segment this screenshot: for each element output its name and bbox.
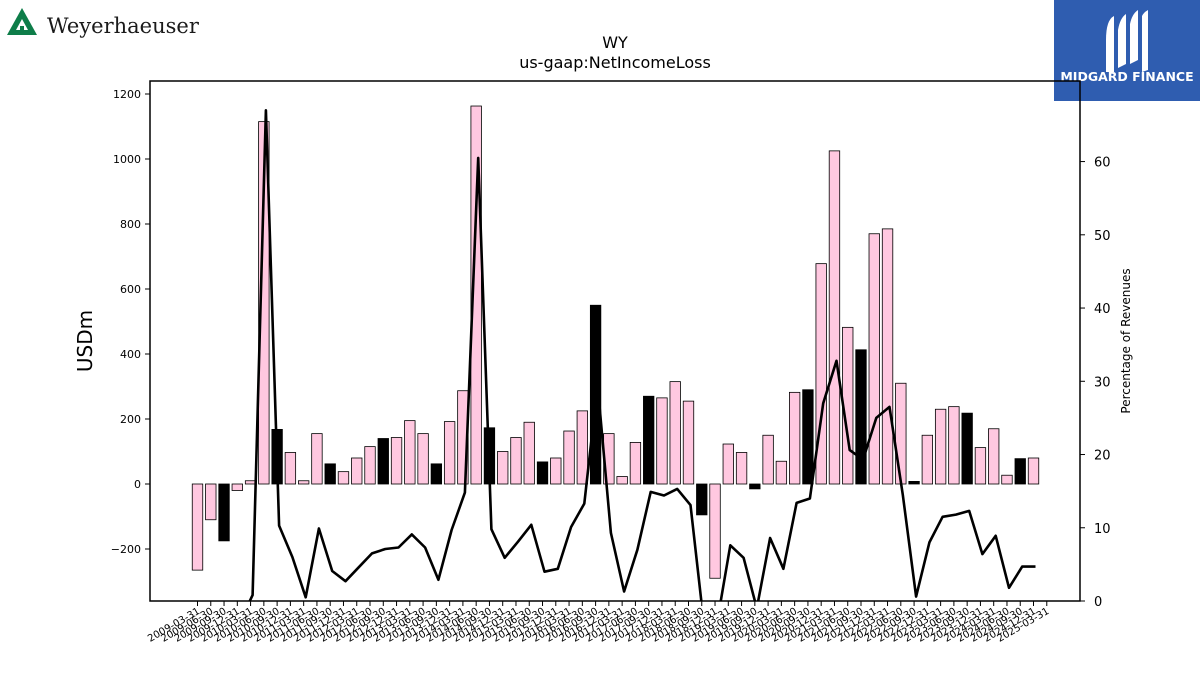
bar <box>311 433 323 485</box>
bar <box>536 461 549 485</box>
bar <box>908 480 920 485</box>
bar <box>709 483 721 579</box>
midgard-m-icon <box>1106 10 1148 72</box>
bar <box>351 457 363 485</box>
bar <box>364 446 376 485</box>
y2-tick-label: 60 <box>1094 156 1111 171</box>
bar <box>191 483 204 571</box>
bar <box>404 420 416 485</box>
y-tick-label: 1000 <box>113 153 141 166</box>
weyerhaeuser-logo-svg: Weyerhaeuser <box>7 8 200 38</box>
bar <box>324 463 336 485</box>
bar <box>258 121 270 485</box>
midgard-finance-logo: MIDGARD FINANCE <box>1054 0 1200 101</box>
percentage-line <box>248 109 1036 601</box>
bar <box>284 452 297 485</box>
y2-axis-label: Percentage of Revenues <box>1119 268 1133 413</box>
bar <box>643 395 655 485</box>
bar <box>696 483 708 516</box>
bar <box>722 443 734 485</box>
y-tick-label: 1200 <box>113 88 141 101</box>
bar <box>802 389 814 485</box>
bar <box>417 433 429 485</box>
bar <box>868 233 880 485</box>
y-tick-label: 800 <box>120 218 141 231</box>
bar <box>855 349 867 485</box>
bar <box>205 483 217 521</box>
bar <box>497 451 509 485</box>
bar <box>1001 474 1013 485</box>
bar <box>523 421 535 485</box>
bar <box>988 428 1000 485</box>
y-tick-label: 0 <box>134 478 141 491</box>
chart-title: WY <box>602 33 628 52</box>
bar <box>669 381 681 485</box>
y-tick-label: 400 <box>120 348 141 361</box>
y-tick-label: 600 <box>120 283 141 296</box>
bar <box>1027 457 1040 485</box>
bar <box>298 480 310 485</box>
bar <box>828 150 841 485</box>
midgard-finance-logo-svg: MIDGARD FINANCE <box>1060 10 1194 84</box>
tree-triangle-icon <box>7 8 37 35</box>
bar <box>881 228 894 485</box>
y2-tick-label: 30 <box>1094 375 1111 390</box>
x-axis: 2009-03-312009-06-302009-09-302009-12-31… <box>146 601 1051 645</box>
bar <box>974 447 987 485</box>
bar <box>244 480 257 485</box>
bar <box>921 434 933 485</box>
y2-tick-label: 20 <box>1094 449 1111 464</box>
weyerhaeuser-logo: Weyerhaeuser <box>6 6 206 46</box>
brand-name: Weyerhaeuser <box>47 14 200 38</box>
bar-series <box>191 105 1040 579</box>
bar <box>1014 458 1026 485</box>
bar <box>961 412 973 485</box>
bar <box>948 406 960 485</box>
y2-tick-label: 0 <box>1094 595 1102 610</box>
bar <box>762 434 774 485</box>
bar <box>934 408 947 485</box>
bar <box>682 400 695 485</box>
y-axis-label: USDm <box>73 310 97 372</box>
bar <box>789 391 801 485</box>
y-axis-right: 0 10 20 30 40 50 60 <box>1080 156 1111 610</box>
bar <box>735 452 748 485</box>
bar <box>510 437 522 485</box>
y-axis-left: −200 0 200 400 600 800 1000 1200 <box>111 88 150 556</box>
y2-tick-label: 50 <box>1094 229 1111 244</box>
bar <box>390 437 403 485</box>
y2-tick-label: 10 <box>1094 522 1111 537</box>
bar <box>616 476 628 485</box>
bar <box>443 421 456 485</box>
bar <box>656 397 668 485</box>
bar <box>576 410 588 485</box>
bar <box>231 483 243 491</box>
bar <box>377 438 389 485</box>
bar <box>895 382 907 485</box>
y2-tick-label: 40 <box>1094 302 1111 317</box>
bar <box>550 457 562 485</box>
bar <box>815 263 827 485</box>
bar <box>337 471 350 485</box>
y-tick-label: −200 <box>111 543 141 556</box>
bar <box>430 463 443 485</box>
bar <box>775 460 788 485</box>
bar <box>218 483 230 542</box>
chart-subtitle: us-gaap:NetIncomeLoss <box>519 53 711 72</box>
partner-name: MIDGARD FINANCE <box>1060 69 1193 84</box>
plot-frame <box>149 80 1081 602</box>
bar <box>470 105 482 485</box>
bar <box>563 430 575 485</box>
bar <box>629 441 642 485</box>
bar <box>749 483 761 490</box>
percentage-line-series <box>248 109 1036 601</box>
y-tick-label: 200 <box>120 413 141 426</box>
